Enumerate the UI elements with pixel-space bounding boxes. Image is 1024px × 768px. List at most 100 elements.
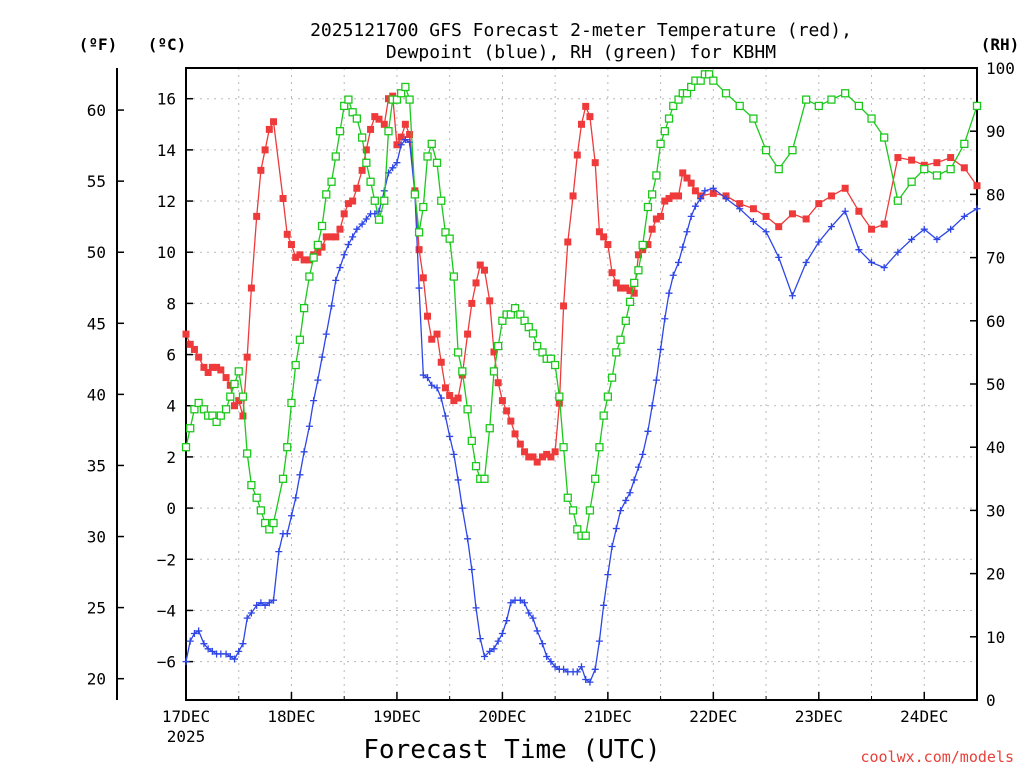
rh-point: [335, 127, 345, 136]
temperature-point: [464, 330, 472, 338]
rh-tick-label: 70: [986, 249, 1005, 268]
series-layer: [181, 70, 982, 686]
temperature-point: [669, 192, 677, 200]
temperature-point: [569, 192, 577, 200]
dewpoint-point: [503, 617, 511, 625]
celsius-tick-label: 10: [157, 243, 176, 262]
temperature-point: [450, 397, 458, 405]
dewpoint-point: [612, 525, 620, 533]
temperature-point: [186, 340, 194, 348]
rh-point: [340, 101, 349, 111]
rh-point: [648, 190, 657, 199]
rh-point: [441, 228, 450, 237]
dewpoint-line: [185, 138, 978, 684]
temperature-point: [802, 215, 810, 223]
celsius-tick-label: −6: [157, 653, 176, 672]
dewpoint-point: [332, 276, 340, 284]
rh-point: [674, 95, 683, 104]
dewpoint-point: [468, 566, 476, 574]
celsius-tick-label: 8: [166, 294, 176, 313]
rh-point: [660, 127, 669, 136]
temperature-point: [253, 212, 261, 220]
temperature-point: [933, 159, 941, 167]
rh-point: [814, 101, 823, 111]
rh-point: [735, 101, 744, 111]
rh-point: [247, 480, 256, 490]
temperature-point: [507, 417, 515, 425]
temperature-point: [665, 194, 673, 202]
temperature-point: [424, 312, 432, 320]
dewpoint-point: [358, 220, 366, 228]
temperature-point: [314, 248, 322, 256]
dewpoint-point: [195, 627, 203, 635]
temperature-point: [472, 279, 480, 287]
temperature-point: [612, 279, 620, 287]
rh-point: [397, 89, 406, 98]
rh-point: [528, 329, 538, 338]
rh-point: [190, 405, 199, 414]
temperature-point: [247, 284, 255, 292]
dewpoint-point: [547, 658, 555, 666]
dewpoint-point: [208, 647, 216, 655]
temperature-point: [322, 233, 330, 241]
temperature-point: [358, 166, 366, 174]
temperature-point: [428, 335, 436, 343]
dewpoint-point: [275, 548, 283, 556]
temperature-point: [560, 302, 568, 310]
dewpoint-point: [349, 233, 357, 241]
temperature-point: [486, 297, 494, 305]
dewpoint-point: [424, 374, 432, 382]
temperature-point: [213, 363, 221, 371]
temperature-point: [371, 113, 379, 121]
rh-point: [494, 341, 503, 351]
rh-point: [194, 398, 203, 408]
temperature-point: [538, 453, 546, 461]
celsius-tick-label: 2: [166, 448, 176, 467]
celsius-tick-label: 12: [157, 192, 176, 211]
rh-point: [721, 89, 731, 98]
dewpoint-point: [270, 596, 278, 604]
rh-point: [414, 228, 424, 237]
rh-point: [573, 525, 582, 534]
rh-point: [299, 304, 309, 313]
dewpoint-point: [573, 668, 581, 676]
dewpoint-point: [516, 596, 524, 604]
temperature-point: [292, 253, 300, 261]
rh-point: [370, 196, 379, 205]
dewpoint-point: [701, 187, 709, 195]
temperature-point: [300, 256, 308, 264]
rh-point: [405, 95, 414, 104]
rh-point: [880, 133, 889, 142]
rh-tick-label: 60: [986, 312, 1005, 331]
rh-point: [352, 114, 362, 123]
rh-point: [432, 158, 442, 167]
rh-point: [362, 158, 371, 167]
temperature-point: [533, 458, 541, 466]
temperature-point: [437, 358, 445, 366]
rh-point: [704, 70, 714, 79]
temperature-point: [287, 241, 295, 249]
rh-tick-label: 0: [986, 691, 996, 710]
rh-point: [607, 373, 617, 382]
rh-point: [946, 164, 955, 174]
dewpoint-point: [235, 647, 243, 655]
rh-point: [682, 89, 692, 98]
temperature-point: [401, 120, 409, 128]
dewpoint-point: [287, 512, 295, 520]
dewpoint-point: [498, 629, 506, 637]
dewpoint-point: [428, 381, 436, 389]
fahrenheit-tick-label: 60: [87, 101, 106, 120]
rh-point: [427, 139, 436, 148]
dewpoint-point: [736, 205, 744, 213]
temperature-point: [498, 397, 506, 405]
fahrenheit-tick-label: 20: [87, 670, 106, 689]
rh-tick-label: 80: [986, 185, 1005, 204]
rh-point: [603, 392, 613, 401]
temperature-series: [182, 92, 981, 466]
rh-point: [309, 253, 318, 262]
temperature-point: [476, 261, 484, 269]
x-tick-label: 24DEC: [900, 707, 948, 726]
dewpoint-point: [560, 665, 568, 673]
dewpoint-point: [582, 676, 590, 684]
dewpoint-point: [648, 402, 656, 410]
